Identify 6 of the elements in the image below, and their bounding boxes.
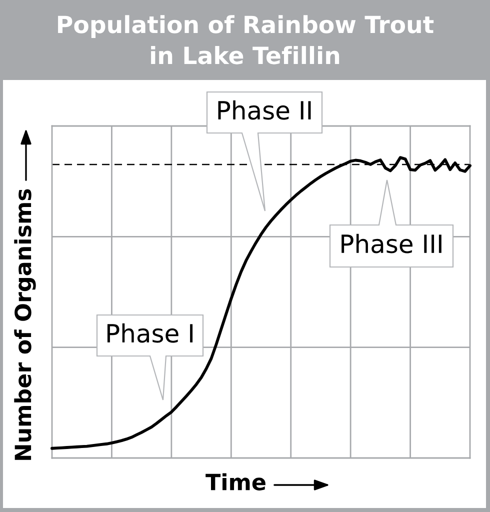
annotation: Phase I [107,323,193,343]
text: Phase II [218,100,311,120]
chart-title: Population of Rainbow Trout in Lake Tefillin [58,15,434,64]
annotation: Phase III [342,234,442,254]
y-axis-title: Number of Organisms [14,189,36,460]
x-axis-title: Time [206,473,266,490]
